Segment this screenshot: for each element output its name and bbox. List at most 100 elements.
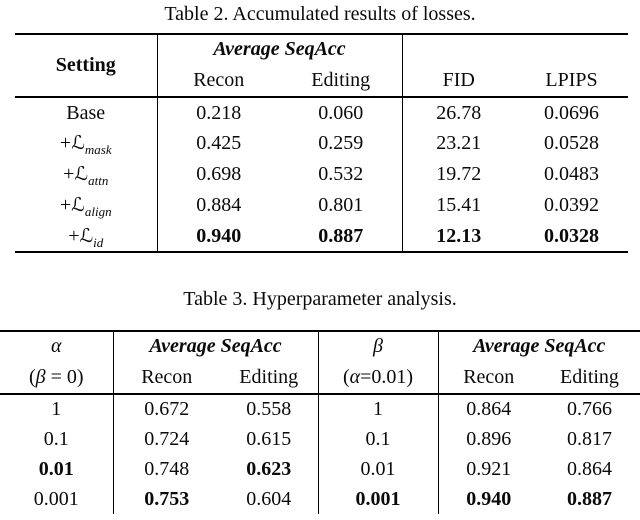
table3-header: α Average SeqAcc β Average SeqAcc (β = 0… bbox=[0, 331, 640, 395]
cell-recon: 0.218 bbox=[196, 101, 242, 124]
col-header-fid: FID bbox=[402, 64, 515, 98]
table-row-align: +ℒalign 0.884 0.801 15.41 0.0392 bbox=[15, 190, 628, 221]
setting-label: + bbox=[68, 224, 80, 247]
table3-body: 1 0.672 0.558 1 0.864 0.766 0.1 0.724 0.… bbox=[0, 394, 640, 514]
cell-fid: 15.41 bbox=[436, 194, 482, 216]
loss-subscript: align bbox=[84, 204, 112, 219]
paren: ( bbox=[28, 365, 36, 388]
col-group-avg-seqacc-right: Average SeqAcc bbox=[473, 335, 606, 357]
cell-editing: 0.864 bbox=[567, 457, 612, 480]
col-header-alpha-condition: (β = 0) bbox=[0, 361, 114, 395]
cell-alpha: 0.001 bbox=[0, 484, 114, 514]
cell-recon: 0.921 bbox=[466, 457, 512, 480]
cell-recon: 0.672 bbox=[144, 398, 190, 420]
loss-symbol: ℒ bbox=[71, 194, 85, 216]
loss-subscript: attn bbox=[88, 173, 109, 188]
cell-editing: 0.817 bbox=[567, 427, 612, 450]
condition-text: = 0) bbox=[45, 365, 84, 388]
cell-recon: 0.884 bbox=[196, 194, 242, 216]
loss-subscript: mask bbox=[84, 142, 112, 157]
col-header-editing: Editing bbox=[280, 64, 403, 98]
table-header-row: Setting Average SeqAcc bbox=[15, 34, 628, 98]
col-group-avg-seqacc: Average SeqAcc bbox=[157, 34, 403, 64]
col-header-editing-left: Editing bbox=[220, 361, 319, 395]
col-header-recon-right: Recon bbox=[438, 361, 539, 395]
paren: ( bbox=[342, 365, 350, 388]
cell-recon: 0.724 bbox=[144, 427, 190, 450]
cell-lpips: 0.0696 bbox=[544, 101, 599, 124]
col-header-recon: Recon bbox=[157, 64, 280, 98]
cell-recon: 0.748 bbox=[144, 457, 190, 480]
col-header-alpha: α bbox=[0, 331, 114, 361]
cell-editing: 0.887 bbox=[280, 221, 403, 252]
cell-fid: 19.72 bbox=[436, 163, 482, 185]
table-row: 0.01 0.748 0.623 0.01 0.921 0.864 bbox=[0, 454, 640, 484]
cell-setting: Base bbox=[15, 97, 158, 128]
table2-body: Base 0.218 0.060 26.78 0.0696 +ℒmask 0.4… bbox=[15, 97, 628, 252]
cell-editing: 0.766 bbox=[567, 398, 612, 420]
cell-editing: 0.060 bbox=[280, 97, 403, 128]
table2-header: Setting Average SeqAcc Recon Editing FID… bbox=[15, 34, 628, 98]
cell-recon: 0.425 bbox=[196, 132, 242, 154]
cell-beta: 0.1 bbox=[318, 424, 439, 454]
cell-beta: 0.001 bbox=[318, 484, 439, 514]
col-header-beta-condition: (α=0.01) bbox=[318, 361, 439, 395]
table-header-row: (β = 0) Recon Editing (α=0.01) Recon Edi… bbox=[0, 361, 640, 395]
cell-editing: 0.558 bbox=[220, 394, 319, 424]
cell-recon: 0.940 bbox=[196, 224, 242, 247]
col-group-metrics-spacer bbox=[402, 34, 628, 64]
cell-lpips: 0.0483 bbox=[544, 163, 599, 185]
cell-recon: 0.753 bbox=[144, 487, 190, 510]
cell-fid: 23.21 bbox=[436, 132, 482, 154]
col-header-lpips: LPIPS bbox=[515, 64, 628, 98]
table2-losses: Setting Average SeqAcc Recon Editing FID… bbox=[15, 33, 628, 253]
cell-setting: +ℒmask bbox=[15, 128, 158, 159]
cell-beta: 0.01 bbox=[318, 454, 439, 484]
cell-recon: 0.698 bbox=[196, 163, 242, 185]
cell-editing: 0.532 bbox=[280, 159, 403, 190]
table3-caption: Table 3. Hyperparameter analysis. bbox=[183, 288, 457, 310]
cell-alpha: 0.1 bbox=[0, 424, 114, 454]
cell-editing: 0.623 bbox=[220, 454, 319, 484]
alpha-symbol: α bbox=[349, 365, 361, 388]
setting-label: Base bbox=[66, 101, 106, 124]
cell-editing: 0.615 bbox=[220, 424, 319, 454]
table-row: 1 0.672 0.558 1 0.864 0.766 bbox=[0, 394, 640, 424]
cell-fid: 12.13 bbox=[436, 224, 482, 247]
cell-lpips: 0.0528 bbox=[544, 132, 599, 154]
setting-label: + bbox=[63, 163, 75, 185]
cell-recon: 0.940 bbox=[466, 487, 512, 510]
cell-alpha: 0.01 bbox=[0, 454, 114, 484]
setting-label: + bbox=[59, 194, 72, 216]
cell-recon: 0.864 bbox=[466, 398, 512, 420]
cell-editing: 0.887 bbox=[567, 487, 612, 510]
col-header-recon-left: Recon bbox=[113, 361, 220, 395]
loss-symbol: ℒ bbox=[79, 224, 94, 247]
setting-label: + bbox=[59, 132, 72, 154]
table-header-row: Recon Editing FID LPIPS bbox=[15, 64, 628, 98]
table2-caption: Table 2. Accumulated results of losses. bbox=[164, 3, 476, 25]
table-row: 0.1 0.724 0.615 0.1 0.896 0.817 bbox=[0, 424, 640, 454]
cell-lpips: 0.0392 bbox=[544, 194, 599, 216]
loss-subscript: id bbox=[93, 234, 104, 250]
table-row-id: +ℒid 0.940 0.887 12.13 0.0328 bbox=[15, 221, 628, 252]
cell-fid: 26.78 bbox=[436, 101, 482, 124]
table-row: 0.001 0.753 0.604 0.001 0.940 0.887 bbox=[0, 484, 640, 514]
cell-lpips: 0.0328 bbox=[544, 224, 599, 247]
loss-symbol: ℒ bbox=[74, 163, 89, 185]
table-row-base: Base 0.218 0.060 26.78 0.0696 bbox=[15, 97, 628, 128]
cell-setting: +ℒid bbox=[15, 221, 158, 252]
cell-setting: +ℒattn bbox=[15, 159, 158, 190]
condition-text: =0.01) bbox=[360, 365, 414, 388]
cell-editing: 0.259 bbox=[280, 128, 403, 159]
cell-setting: +ℒalign bbox=[15, 190, 158, 221]
table-row-mask: +ℒmask 0.425 0.259 23.21 0.0528 bbox=[15, 128, 628, 159]
cell-editing: 0.801 bbox=[280, 190, 403, 221]
col-group-avg-seqacc-left: Average SeqAcc bbox=[113, 331, 319, 361]
beta-symbol: β bbox=[35, 365, 46, 388]
table-header-row: α Average SeqAcc β Average SeqAcc bbox=[0, 331, 640, 361]
table-row-attn: +ℒattn 0.698 0.532 19.72 0.0483 bbox=[15, 159, 628, 190]
table3-hyperparameters: α Average SeqAcc β Average SeqAcc (β = 0… bbox=[0, 330, 640, 514]
cell-alpha: 1 bbox=[0, 394, 114, 424]
